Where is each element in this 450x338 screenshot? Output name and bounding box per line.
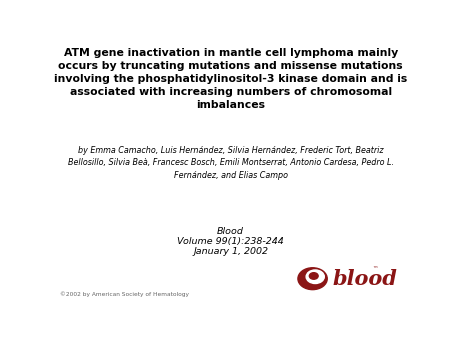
Text: ™: ™ [373,267,378,272]
Text: by Emma Camacho, Luis Hernández, Silvia Hernández, Frederic Tort, Beatriz
Bellos: by Emma Camacho, Luis Hernández, Silvia … [68,146,394,180]
Text: blood: blood [333,269,397,289]
Circle shape [306,270,324,284]
Circle shape [298,268,327,290]
Text: January 1, 2002: January 1, 2002 [193,247,268,257]
Text: Volume 99(1):238-244: Volume 99(1):238-244 [177,237,284,246]
Text: ATM gene inactivation in mantle cell lymphoma mainly
occurs by truncating mutati: ATM gene inactivation in mantle cell lym… [54,48,407,110]
Text: Blood: Blood [217,227,244,236]
Text: ©2002 by American Society of Hematology: ©2002 by American Society of Hematology [60,291,189,297]
Circle shape [309,273,318,279]
